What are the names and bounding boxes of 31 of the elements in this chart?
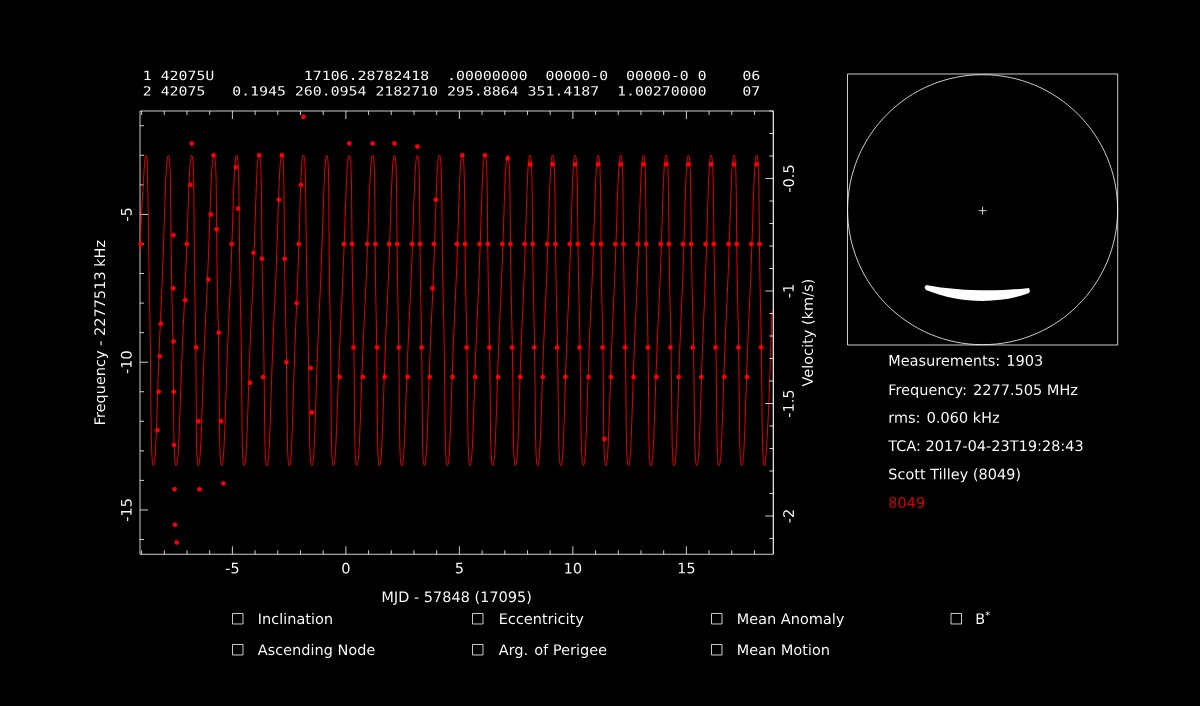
y2-axis-title: Velocity (km/s) [801,280,816,387]
y-tick-label: -10 [120,351,132,374]
text: rms: 0.060 kHz [889,411,1000,423]
y2-tick-label: -2 [783,510,794,523]
y-tick-label: -5 [121,208,132,221]
text: Mean Motion [738,643,829,656]
y-axis-title: Frequency - 2277513 kHz [93,240,109,424]
y2-tick-label: -1.5 [783,390,794,417]
x-tick-label: 15 [678,562,695,574]
text: Measurements: 1903 [889,354,1043,366]
text: Eccentricity [500,612,584,627]
x-tick-label: 0 [342,562,350,574]
line-series [140,154,773,467]
x-axis-title: MJD - 57848 (17095) [382,591,531,605]
text: Scott Tilley (8049) [889,468,1020,483]
y2-tick-label: -1 [783,285,794,298]
text: Mean Anomaly [738,612,844,627]
x-tick-label: -5 [225,562,239,574]
x-tick-label: 10 [565,562,582,574]
text: 8049 [889,496,925,508]
text: B$^{*}$ [976,611,990,624]
text: Frequency: 2277.505 MHz [889,384,1078,398]
chart-subtitle: 2 42075 0.1945 260.0954 2182710 295.8864 351.4187 1.00270000 07 [143,86,760,96]
text: Ascending Node [257,643,375,658]
text: TCA: 2017-04-23T19:28:43 [888,440,1083,452]
chart-title: 1 42075U 17106.28782418 .00000000 00000-0 00000-0 0 06 [144,70,760,81]
y-tick-label: -15 [121,499,132,522]
text: Arg. of Perigee [498,643,607,658]
x-tick-label: 5 [455,562,463,574]
text: Inclination [259,612,332,625]
y2-tick-label: -0.5 [783,165,795,192]
